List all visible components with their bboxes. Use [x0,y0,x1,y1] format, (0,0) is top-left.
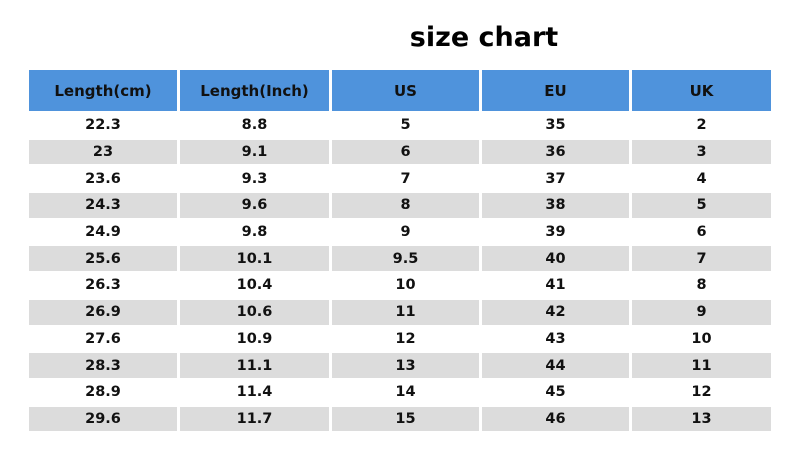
table-cell: 8 [332,191,479,218]
table-cell: 38 [482,191,629,218]
column-header: EU [482,70,629,111]
table-row: 29.6 11.7 15 46 13 [29,404,771,432]
table-cell: 28.3 [29,351,177,378]
table-cell: 11.1 [180,351,329,378]
table-cell: 9.8 [180,217,329,245]
table-cell: 23.6 [29,164,177,191]
table-cell: 11.4 [180,377,329,405]
table-cell: 10 [632,324,771,352]
table-cell: 6 [632,217,771,245]
header-row: Length(cm) Length(Inch) US EU UK [29,70,771,111]
table-cell: 7 [332,164,479,191]
table-cell: 3 [632,137,771,165]
table-cell: 10.9 [180,324,329,352]
table-cell: 42 [482,297,629,325]
table-cell: 11 [332,297,479,325]
table-cell: 8.8 [180,111,329,138]
table-row: 26.9 10.6 11 42 9 [29,297,771,325]
table-cell: 45 [482,377,629,405]
table-row: 23.6 9.3 7 37 4 [29,164,771,191]
table-row: 28.9 11.4 14 45 12 [29,377,771,405]
table-cell: 28.9 [29,377,177,405]
table-cell: 44 [482,351,629,378]
table-cell: 24.3 [29,191,177,218]
table-row: 23 9.1 6 36 3 [29,137,771,165]
table-cell: 9.5 [332,244,479,272]
table-row: 22.3 8.8 5 35 2 [29,111,771,138]
table-cell: 15 [332,404,479,432]
table-cell: 12 [332,324,479,352]
table-cell: 4 [632,164,771,191]
table-cell: 10.1 [180,244,329,272]
table-row: 25.6 10.1 9.5 40 7 [29,244,771,272]
table-row: 24.3 9.6 8 38 5 [29,191,771,218]
table-cell: 10.4 [180,271,329,298]
table-cell: 7 [632,244,771,272]
table-cell: 11.7 [180,404,329,432]
table-cell: 36 [482,137,629,165]
table-cell: 12 [632,377,771,405]
table-cell: 37 [482,164,629,191]
table-cell: 35 [482,111,629,138]
table-cell: 46 [482,404,629,432]
column-header: Length(cm) [29,70,177,111]
table-cell: 9 [332,217,479,245]
table-cell: 25.6 [29,244,177,272]
table-cell: 23 [29,137,177,165]
column-header: Length(Inch) [180,70,329,111]
table-cell: 9.3 [180,164,329,191]
table-cell: 8 [632,271,771,298]
table-cell: 9 [632,297,771,325]
table-cell: 26.9 [29,297,177,325]
table-cell: 5 [632,191,771,218]
table-cell: 10 [332,271,479,298]
table-cell: 27.6 [29,324,177,352]
size-table: Length(cm) Length(Inch) US EU UK 22.3 8.8 5 35 2… [26,70,774,432]
table-cell: 6 [332,137,479,165]
page-title: size chart [409,22,559,53]
column-header: UK [632,70,771,111]
table-cell: 13 [332,351,479,378]
table-cell: 2 [632,111,771,138]
table-cell: 41 [482,271,629,298]
column-header: US [332,70,479,111]
table-cell: 11 [632,351,771,378]
table-cell: 39 [482,217,629,245]
table-row: 26.3 10.4 10 41 8 [29,271,771,298]
table-cell: 24.9 [29,217,177,245]
table-cell: 10.6 [180,297,329,325]
table-cell: 5 [332,111,479,138]
table-cell: 9.6 [180,191,329,218]
table-row: 24.9 9.8 9 39 6 [29,217,771,245]
table-cell: 9.1 [180,137,329,165]
table-cell: 43 [482,324,629,352]
table-row: 27.6 10.9 12 43 10 [29,324,771,352]
table-cell: 29.6 [29,404,177,432]
table-cell: 14 [332,377,479,405]
table-cell: 40 [482,244,629,272]
table-cell: 22.3 [29,111,177,138]
table-row: 28.3 11.1 13 44 11 [29,351,771,378]
table-cell: 13 [632,404,771,432]
table-cell: 26.3 [29,271,177,298]
